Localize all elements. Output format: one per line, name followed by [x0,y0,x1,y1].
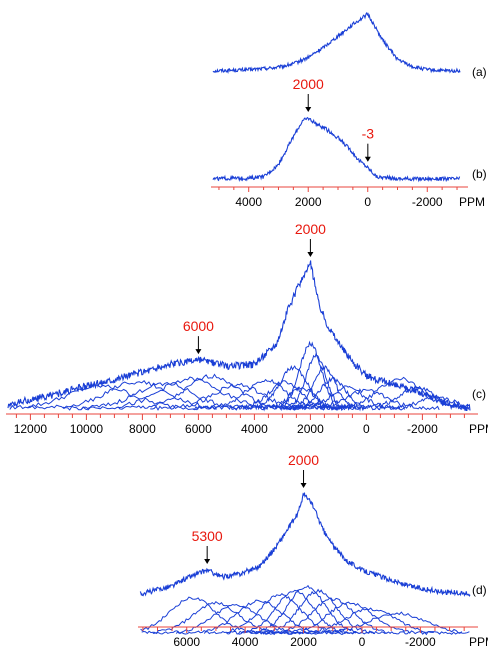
x-tick-label: 10000 [70,422,104,436]
component-peak-d-7 [237,584,375,635]
x-tick-label: -2000 [405,635,436,649]
annotation-label: 2000 [288,452,319,468]
component-peak-d-4 [175,599,344,635]
component-peak-c-3 [62,382,267,411]
component-peak-c-5 [117,373,308,410]
component-peak-c-12 [279,352,353,412]
x-tick-label: 0 [364,195,371,209]
panel-label-b: (b) [472,167,487,181]
x-tick-label: 12000 [14,422,48,436]
x-tick-label: 4000 [232,635,259,649]
x-tick-label: 4000 [241,422,268,436]
spectrum-trace-b [212,116,461,183]
annotation-arrow-head [364,156,371,162]
x-axis-label: PPM [469,422,488,436]
annotation-label: 5300 [192,528,223,544]
x-tick-label: -2000 [412,195,443,209]
component-peak-d-3 [152,603,321,635]
component-peak-d-9 [256,597,410,635]
component-peak-c-9 [242,365,346,411]
panel-label-d: (d) [472,583,487,597]
component-peak-d-11 [279,607,463,635]
panel-label-c: (c) [472,387,486,401]
panel-label-a: (a) [472,65,487,79]
annotation-arrow-head [305,107,312,112]
x-tick-label: 4000 [235,195,262,209]
component-peak-c-16 [293,388,440,411]
x-tick-label: 2000 [295,195,322,209]
spectrum-trace-c [7,260,471,411]
annotation-label: 2000 [293,76,324,92]
annotation-label: 2000 [295,221,326,237]
annotation-label: -3 [362,126,375,142]
component-peak-d-5 [203,593,357,635]
x-tick-label: 6000 [173,635,200,649]
x-tick-label: 6000 [185,422,212,436]
x-tick-label: 8000 [129,422,156,436]
component-peak-d-8 [249,588,387,635]
x-axis-label: PPM [459,195,485,209]
component-peak-c-8 [226,380,344,411]
x-tick-label: 2000 [297,422,324,436]
annotation-arrow-head [300,483,307,488]
x-tick-label: 0 [359,635,366,649]
annotation-arrow-head [307,252,314,257]
component-peak-d-12 [298,611,470,635]
x-tick-label: 2000 [290,635,317,649]
x-tick-label: 0 [363,422,370,436]
component-peak-c-14 [285,376,381,411]
spectrum-trace-a [212,11,461,75]
x-axis-label: PPM [469,635,488,649]
component-peak-c-15 [288,385,406,411]
spectrum-trace-d [139,492,471,598]
component-peak-c-19 [378,394,470,411]
annotation-arrow-head [195,349,202,355]
component-peak-c-11 [270,340,351,412]
annotation-arrow-head [204,559,211,564]
annotation-label: 6000 [183,318,214,334]
x-tick-label: -2000 [407,422,438,436]
